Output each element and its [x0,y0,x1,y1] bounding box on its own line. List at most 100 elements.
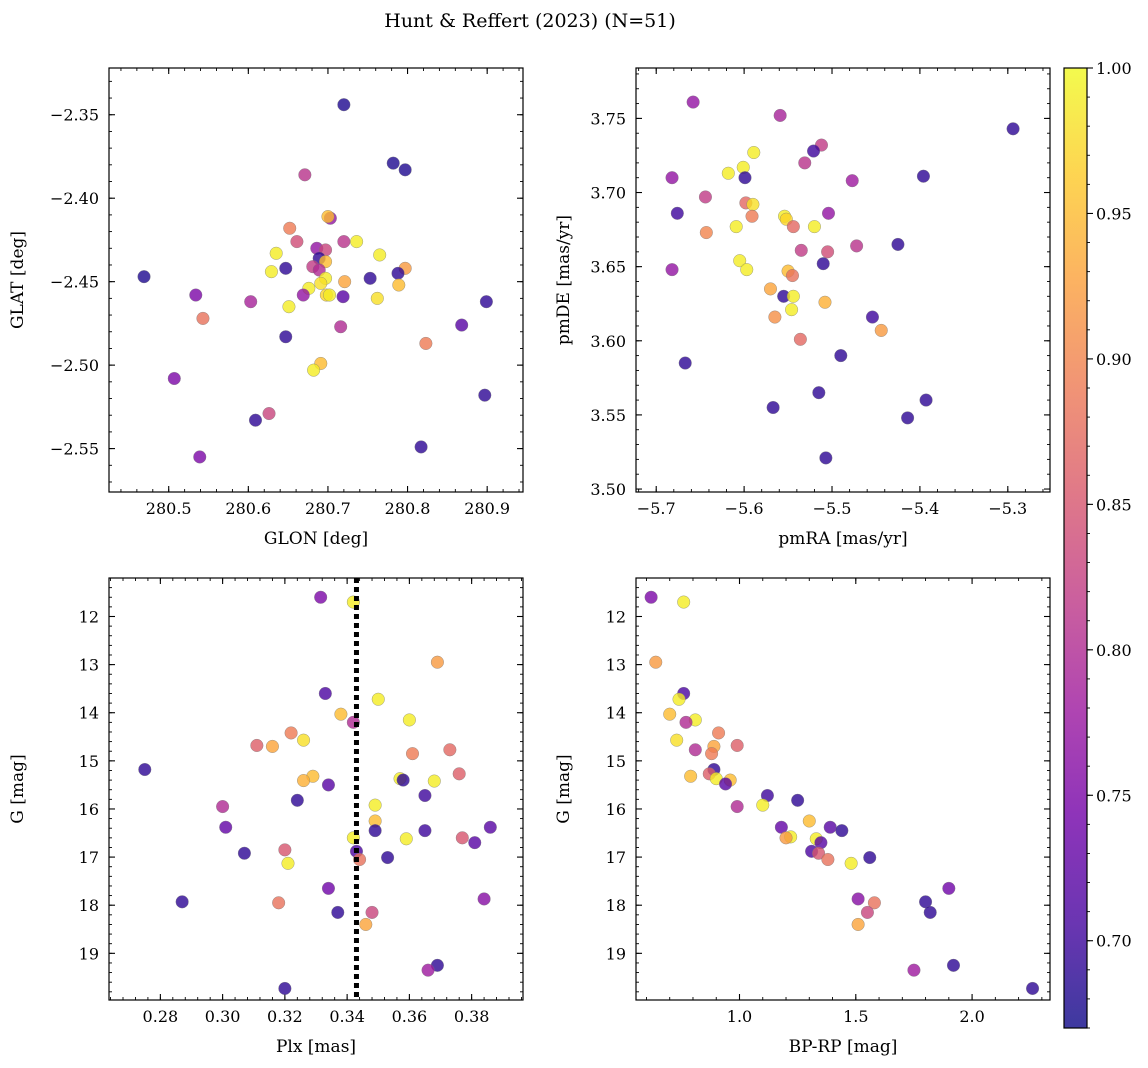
data-point [279,261,293,275]
data-point [812,846,826,860]
data-point [414,440,428,454]
data-point [672,692,686,706]
data-point [684,769,698,783]
x-tick-label: 0.38 [454,1007,490,1026]
data-point [851,892,865,906]
data-point [679,715,693,729]
x-tick-label: 280.9 [464,499,510,518]
data-point [314,276,328,290]
data-point [282,300,296,314]
x-tick-label: 0.32 [267,1007,303,1026]
data-point [745,209,759,223]
data-point [860,905,874,919]
data-point [698,190,712,204]
data-point [850,239,864,253]
colorbar-tick-label: 0.85 [1096,495,1132,514]
x-tick-label: 0.36 [392,1007,428,1026]
data-point [1006,122,1020,136]
y-tick-label: 13 [606,656,626,675]
data-point [807,220,821,234]
x-axis-label: pmRA [mas/yr] [778,529,907,549]
data-point [721,166,735,180]
data-point [819,451,833,465]
figure-title: Hunt & Reffert (2023) (N=51) [384,10,676,32]
colorbar-tick-label: 0.70 [1096,932,1132,951]
y-tick-label: 18 [606,896,626,915]
data-point [337,98,351,112]
data-point [321,210,335,224]
data-point [419,336,433,350]
data-point [196,311,210,325]
data-point [386,156,400,170]
y-tick-label: 3.50 [590,480,626,499]
data-point [307,363,321,377]
scatter-panel-1: 280.5 280.6 280.7 280.8 280.9 −2.35 −2.40 −2.45… [8,67,524,549]
y-tick-label: 3.60 [590,332,626,351]
data-point [874,323,888,337]
data-point [189,288,203,302]
y-axis-label: G [mag] [554,754,574,823]
data-point [844,856,858,870]
scatter-panel-4: 1.0 1.5 2.0 12 13 14 15 16 17 18 19 BP-RP [mag] G [m… [554,577,1051,1057]
data-point [175,895,189,909]
data-point [919,393,933,407]
data-point [468,836,482,850]
data-point [373,248,387,262]
data-point [321,881,336,895]
data-point [371,692,385,706]
axes-frame [635,67,1051,493]
data-point [296,774,311,788]
data-point [867,896,881,910]
data-point [738,171,752,185]
data-point [733,254,747,268]
data-point [455,318,469,332]
y-tick-label: 14 [606,704,626,723]
data-point [368,824,382,838]
y-tick-label: 14 [79,704,99,723]
data-point [794,243,808,257]
data-point [298,168,312,182]
data-point [688,743,702,757]
colorbar-frame [1063,67,1088,1029]
y-tick-label: 15 [606,752,626,771]
data-point [786,289,800,303]
data-point [665,171,679,185]
data-point [237,846,251,860]
x-tick-label: −5.5 [813,499,852,518]
data-point [353,852,367,867]
data-point [402,713,416,727]
plot-area [109,578,523,1000]
data-point [768,310,782,324]
data-point [418,788,432,803]
y-axis-label: G [mag] [8,754,28,823]
data-point [370,291,384,305]
y-tick-label: 13 [79,656,99,675]
data-point [443,743,457,757]
data-point [334,320,348,334]
data-point [350,235,364,249]
data-point [663,707,677,721]
x-tick-label: 280.6 [225,499,271,518]
data-point [331,905,345,919]
y-tick-label: 19 [79,944,99,963]
data-point [452,767,466,781]
data-point [891,237,905,251]
data-point [901,411,915,425]
data-point [479,295,493,309]
data-point [296,733,311,747]
data-point [923,905,937,919]
colorbar-tick-label: 0.80 [1096,641,1132,660]
data-point [835,824,849,838]
data-point [405,747,420,761]
data-point [318,686,332,701]
data-point [278,843,292,857]
x-axis-label: GLON [deg] [264,529,368,549]
data-point [477,892,491,906]
data-point [281,856,295,870]
data-point [678,356,692,370]
data-point [455,831,469,845]
data-point [365,905,379,919]
y-tick-label: 3.75 [590,109,626,128]
data-point [747,145,761,160]
x-tick-label: −5.4 [900,499,939,518]
